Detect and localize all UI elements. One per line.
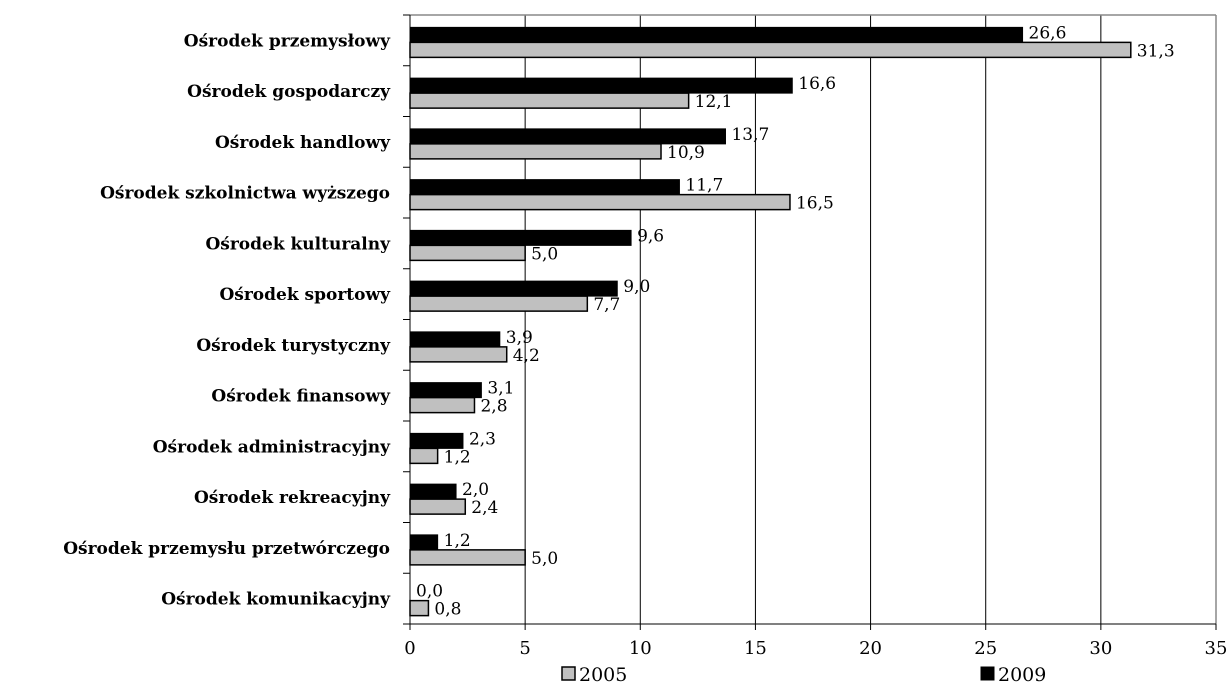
data-label-2009: 3,1 bbox=[487, 379, 514, 399]
category-label: Ośrodek handlowy bbox=[215, 133, 391, 153]
data-label-2009: 16,6 bbox=[798, 74, 836, 94]
x-tick-label: 35 bbox=[1205, 638, 1228, 659]
data-label-2005: 1,2 bbox=[444, 447, 471, 467]
bar-2005 bbox=[409, 244, 526, 262]
category-label: Ośrodek administracyjny bbox=[153, 437, 391, 457]
category-label: Ośrodek finansowy bbox=[211, 387, 391, 407]
x-tick-label: 10 bbox=[629, 638, 652, 659]
category-label: Ośrodek szkolnictwa wyższego bbox=[100, 184, 390, 204]
data-label-2009: 11,7 bbox=[685, 176, 723, 196]
data-label-2005: 5,0 bbox=[531, 549, 558, 569]
x-tick-label: 5 bbox=[519, 638, 530, 659]
data-label-2005: 16,5 bbox=[796, 194, 834, 214]
data-label-2009: 13,7 bbox=[731, 125, 769, 145]
bar-2005 bbox=[409, 498, 467, 515]
category-label: Ośrodek sportowy bbox=[219, 285, 391, 305]
bar-2005 bbox=[409, 447, 439, 465]
category-label: Ośrodek komunikacyjny bbox=[161, 590, 391, 610]
data-label-2005: 12,1 bbox=[695, 92, 733, 112]
data-label-2009: 26,6 bbox=[1029, 23, 1067, 43]
bar-2005 bbox=[409, 143, 662, 160]
data-label-2009: 9,6 bbox=[637, 226, 664, 246]
bar-2009 bbox=[409, 483, 457, 500]
category-label: Ośrodek kulturalny bbox=[205, 234, 391, 254]
data-label-2005: 2,4 bbox=[471, 498, 498, 518]
bar-2009 bbox=[409, 229, 632, 246]
bar-2009 bbox=[409, 382, 482, 399]
data-label-2005: 2,8 bbox=[480, 397, 507, 417]
x-tick-label: 0 bbox=[404, 638, 415, 659]
x-tick-label: 30 bbox=[1089, 638, 1112, 659]
data-label-2009: 2,3 bbox=[469, 429, 496, 449]
data-label-2009: 3,9 bbox=[506, 328, 533, 348]
bar-2009 bbox=[409, 331, 501, 348]
category-label: Ośrodek turystyczny bbox=[196, 336, 391, 356]
bar-2005 bbox=[409, 193, 791, 211]
bar-2005 bbox=[409, 92, 690, 109]
bar-2009 bbox=[409, 128, 726, 145]
data-label-2005: 5,0 bbox=[531, 244, 558, 264]
category-label: Ośrodek gospodarczy bbox=[187, 82, 391, 102]
data-label-2009: 9,0 bbox=[623, 277, 650, 297]
bar-2009 bbox=[409, 280, 618, 297]
legend-label-2009: 2009 bbox=[998, 664, 1046, 686]
bar-2005 bbox=[409, 549, 526, 566]
x-tick-label: 15 bbox=[744, 638, 767, 659]
category-label: Ośrodek przemysłowy bbox=[184, 31, 391, 51]
data-label-2009: 0,0 bbox=[416, 582, 443, 602]
bar-2005 bbox=[409, 41, 1132, 59]
data-label-2005: 0,8 bbox=[434, 600, 461, 620]
data-label-2005: 7,7 bbox=[593, 295, 620, 315]
data-label-2009: 1,2 bbox=[444, 531, 471, 551]
bar-2009 bbox=[409, 77, 793, 94]
x-tick-label: 20 bbox=[859, 638, 882, 659]
bar-2009 bbox=[409, 432, 464, 449]
category-label: Ośrodek przemysłu przetwórczego bbox=[63, 539, 390, 559]
data-label-2005: 10,9 bbox=[667, 143, 705, 163]
legend-swatch-2009 bbox=[980, 666, 995, 681]
bar-2009 bbox=[409, 534, 439, 551]
category-label: Ośrodek rekreacyjny bbox=[194, 488, 391, 508]
data-label-2009: 2,0 bbox=[462, 480, 489, 500]
bar-2009 bbox=[409, 179, 680, 196]
bar-2005 bbox=[409, 396, 476, 414]
bar-2009 bbox=[409, 26, 1024, 43]
data-label-2005: 31,3 bbox=[1137, 41, 1175, 61]
bar-2005 bbox=[409, 346, 508, 363]
x-tick-label: 25 bbox=[974, 638, 997, 659]
legend-label-2005: 2005 bbox=[579, 664, 627, 686]
data-label-2005: 4,2 bbox=[513, 346, 540, 366]
legend-swatch-2005 bbox=[561, 666, 576, 681]
bar-2005 bbox=[409, 295, 589, 312]
bar-2005 bbox=[409, 599, 430, 617]
